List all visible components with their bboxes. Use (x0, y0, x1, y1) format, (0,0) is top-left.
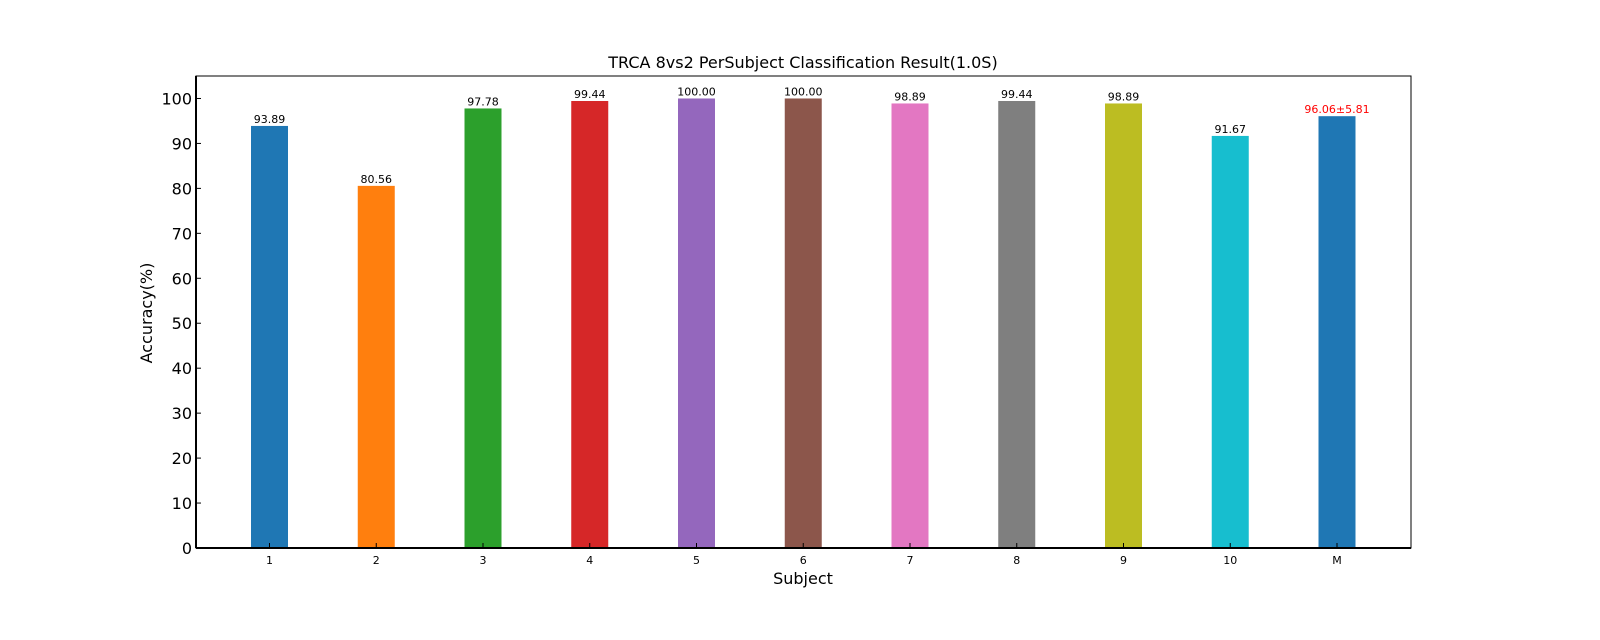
value-label-4: 99.44 (574, 88, 606, 101)
y-tick-label: 80 (172, 179, 192, 198)
x-tick-label: 1 (266, 554, 273, 567)
value-label-9: 98.89 (1108, 90, 1140, 103)
value-label-10: 91.67 (1215, 123, 1247, 136)
value-label-6: 100.00 (784, 85, 823, 98)
value-label-2: 80.56 (361, 173, 393, 186)
y-tick-label: 10 (172, 494, 192, 513)
x-tick-label: 10 (1223, 554, 1237, 567)
x-tick-label: 6 (800, 554, 807, 567)
x-tick-label: 7 (907, 554, 914, 567)
x-tick-label: 2 (373, 554, 380, 567)
bar-10 (1211, 135, 1249, 549)
bar-7 (891, 103, 929, 548)
x-tick-label: M (1332, 554, 1342, 567)
y-tick-label: 30 (172, 404, 192, 423)
value-label-5: 100.00 (677, 85, 716, 98)
y-tick-label: 70 (172, 224, 192, 243)
x-tick-label: 9 (1120, 554, 1127, 567)
bar-1 (251, 125, 288, 549)
value-label-7: 98.89 (894, 90, 926, 103)
value-label-1: 93.89 (254, 113, 286, 126)
bar-2 (357, 185, 395, 548)
value-label-M: 96.06±5.81 (1304, 103, 1369, 116)
y-tick-label: 20 (172, 449, 192, 468)
plot-area: 93.89 80.56 97.78 99.44 100.00 100.00 98.89 99.… (161, 75, 1412, 567)
chart-title: TRCA 8vs2 PerSubject Classification Resu… (607, 53, 997, 72)
y-tick-label: 0 (182, 539, 192, 558)
x-axis-label: Subject (773, 569, 833, 588)
y-tick-label: 40 (172, 359, 192, 378)
y-tick-label: 100 (161, 89, 192, 108)
bar-3 (464, 108, 502, 548)
value-label-3: 97.78 (467, 95, 499, 108)
bar-9 (1105, 103, 1142, 548)
x-tick-label: 5 (693, 554, 700, 567)
y-tick-label: 50 (172, 314, 192, 333)
value-label-8: 99.44 (1001, 88, 1033, 101)
y-tick-label: 90 (172, 134, 192, 153)
y-tick-label: 60 (172, 269, 192, 288)
bar-8 (998, 100, 1036, 548)
bar-5 (678, 98, 715, 548)
y-axis-label: Accuracy(%) (137, 263, 156, 364)
x-tick-label: 8 (1013, 554, 1020, 567)
bar-6 (784, 98, 822, 548)
bar-M (1318, 116, 1356, 548)
x-tick-label: 3 (480, 554, 487, 567)
x-tick-label: 4 (586, 554, 593, 567)
bar-4 (571, 100, 609, 548)
